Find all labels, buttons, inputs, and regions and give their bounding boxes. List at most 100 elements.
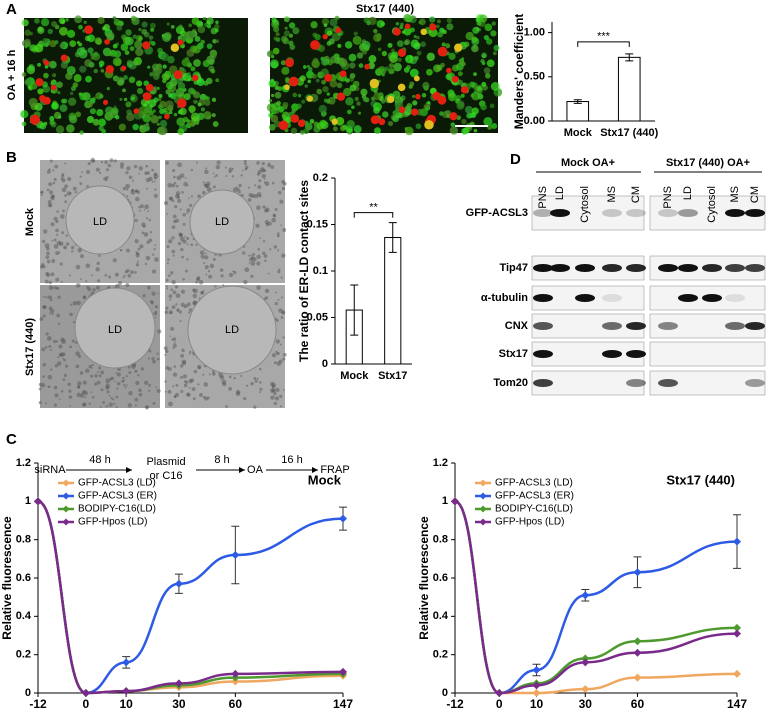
texture (388, 68, 395, 75)
texture (137, 373, 140, 377)
texture (322, 85, 329, 93)
texture (186, 236, 190, 241)
texture (445, 43, 451, 49)
texture (126, 112, 135, 122)
texture (148, 218, 151, 222)
texture (156, 388, 161, 394)
texture (247, 186, 250, 189)
texture (72, 300, 78, 306)
texture (134, 369, 138, 373)
texture (95, 120, 100, 126)
texture (232, 187, 238, 193)
blot-band (745, 264, 765, 272)
legend-label: GFP-Hpos (LD) (78, 517, 147, 528)
x-tick-label: Mock (564, 127, 593, 139)
texture (85, 368, 90, 373)
texture (154, 316, 157, 319)
texture (180, 289, 185, 294)
texture (134, 218, 138, 223)
bar (617, 56, 641, 122)
texture (190, 195, 193, 198)
texture (37, 62, 42, 67)
texture (64, 184, 68, 189)
texture (114, 380, 116, 383)
texture (437, 46, 448, 57)
texture (104, 273, 108, 277)
texture (96, 370, 100, 374)
texture (128, 63, 133, 67)
texture (45, 332, 49, 336)
texture (195, 100, 199, 104)
texture (271, 217, 277, 223)
x-tick-label: 30 (579, 697, 593, 711)
texture (113, 105, 117, 109)
texture (101, 69, 105, 73)
texture (224, 166, 227, 169)
blot-band (533, 322, 553, 330)
texture (405, 14, 413, 23)
texture (212, 38, 217, 44)
texture (204, 252, 207, 255)
texture (127, 403, 132, 408)
y-tick-label: 0.50 (524, 71, 545, 83)
treatment-label: OA + 16 h (6, 49, 18, 100)
texture (301, 99, 306, 104)
texture (188, 308, 193, 312)
texture (184, 75, 189, 80)
texture (258, 381, 262, 384)
ld-label: LD (225, 324, 239, 336)
texture (183, 93, 191, 101)
texture (134, 397, 139, 402)
texture (281, 253, 286, 258)
point (495, 689, 504, 697)
texture (263, 254, 268, 258)
texture (192, 288, 198, 294)
texture (183, 181, 188, 187)
texture (116, 24, 123, 31)
texture (131, 364, 136, 369)
legend-label: BODIPY-C16(LD) (78, 504, 156, 515)
texture (416, 50, 422, 56)
texture (473, 72, 477, 77)
texture (317, 44, 325, 52)
texture (98, 366, 102, 370)
texture (187, 197, 190, 200)
texture (261, 173, 267, 179)
texture (123, 75, 128, 80)
texture (171, 183, 176, 188)
texture (164, 380, 167, 383)
texture (484, 23, 493, 32)
texture (358, 63, 364, 69)
texture (167, 367, 172, 371)
texture (47, 200, 52, 204)
blot-band (533, 264, 553, 272)
texture (270, 165, 275, 169)
texture (59, 26, 68, 36)
texture (162, 64, 167, 69)
texture (303, 65, 307, 69)
texture (418, 18, 426, 26)
texture (87, 161, 91, 166)
texture (44, 346, 48, 349)
texture (158, 93, 163, 98)
texture (278, 268, 281, 271)
texture (274, 301, 278, 306)
texture (426, 52, 435, 61)
texture (42, 96, 51, 105)
texture (26, 65, 36, 75)
texture (51, 102, 60, 110)
texture (24, 29, 31, 36)
texture (256, 172, 261, 176)
texture (82, 402, 86, 407)
texture (409, 81, 415, 87)
blot-band (602, 264, 622, 272)
texture (439, 111, 444, 116)
texture (231, 167, 234, 170)
texture (105, 379, 110, 384)
texture (206, 181, 211, 186)
texture (190, 243, 194, 247)
texture (483, 67, 491, 74)
texture (127, 273, 132, 278)
texture (66, 29, 76, 38)
texture (46, 259, 51, 264)
